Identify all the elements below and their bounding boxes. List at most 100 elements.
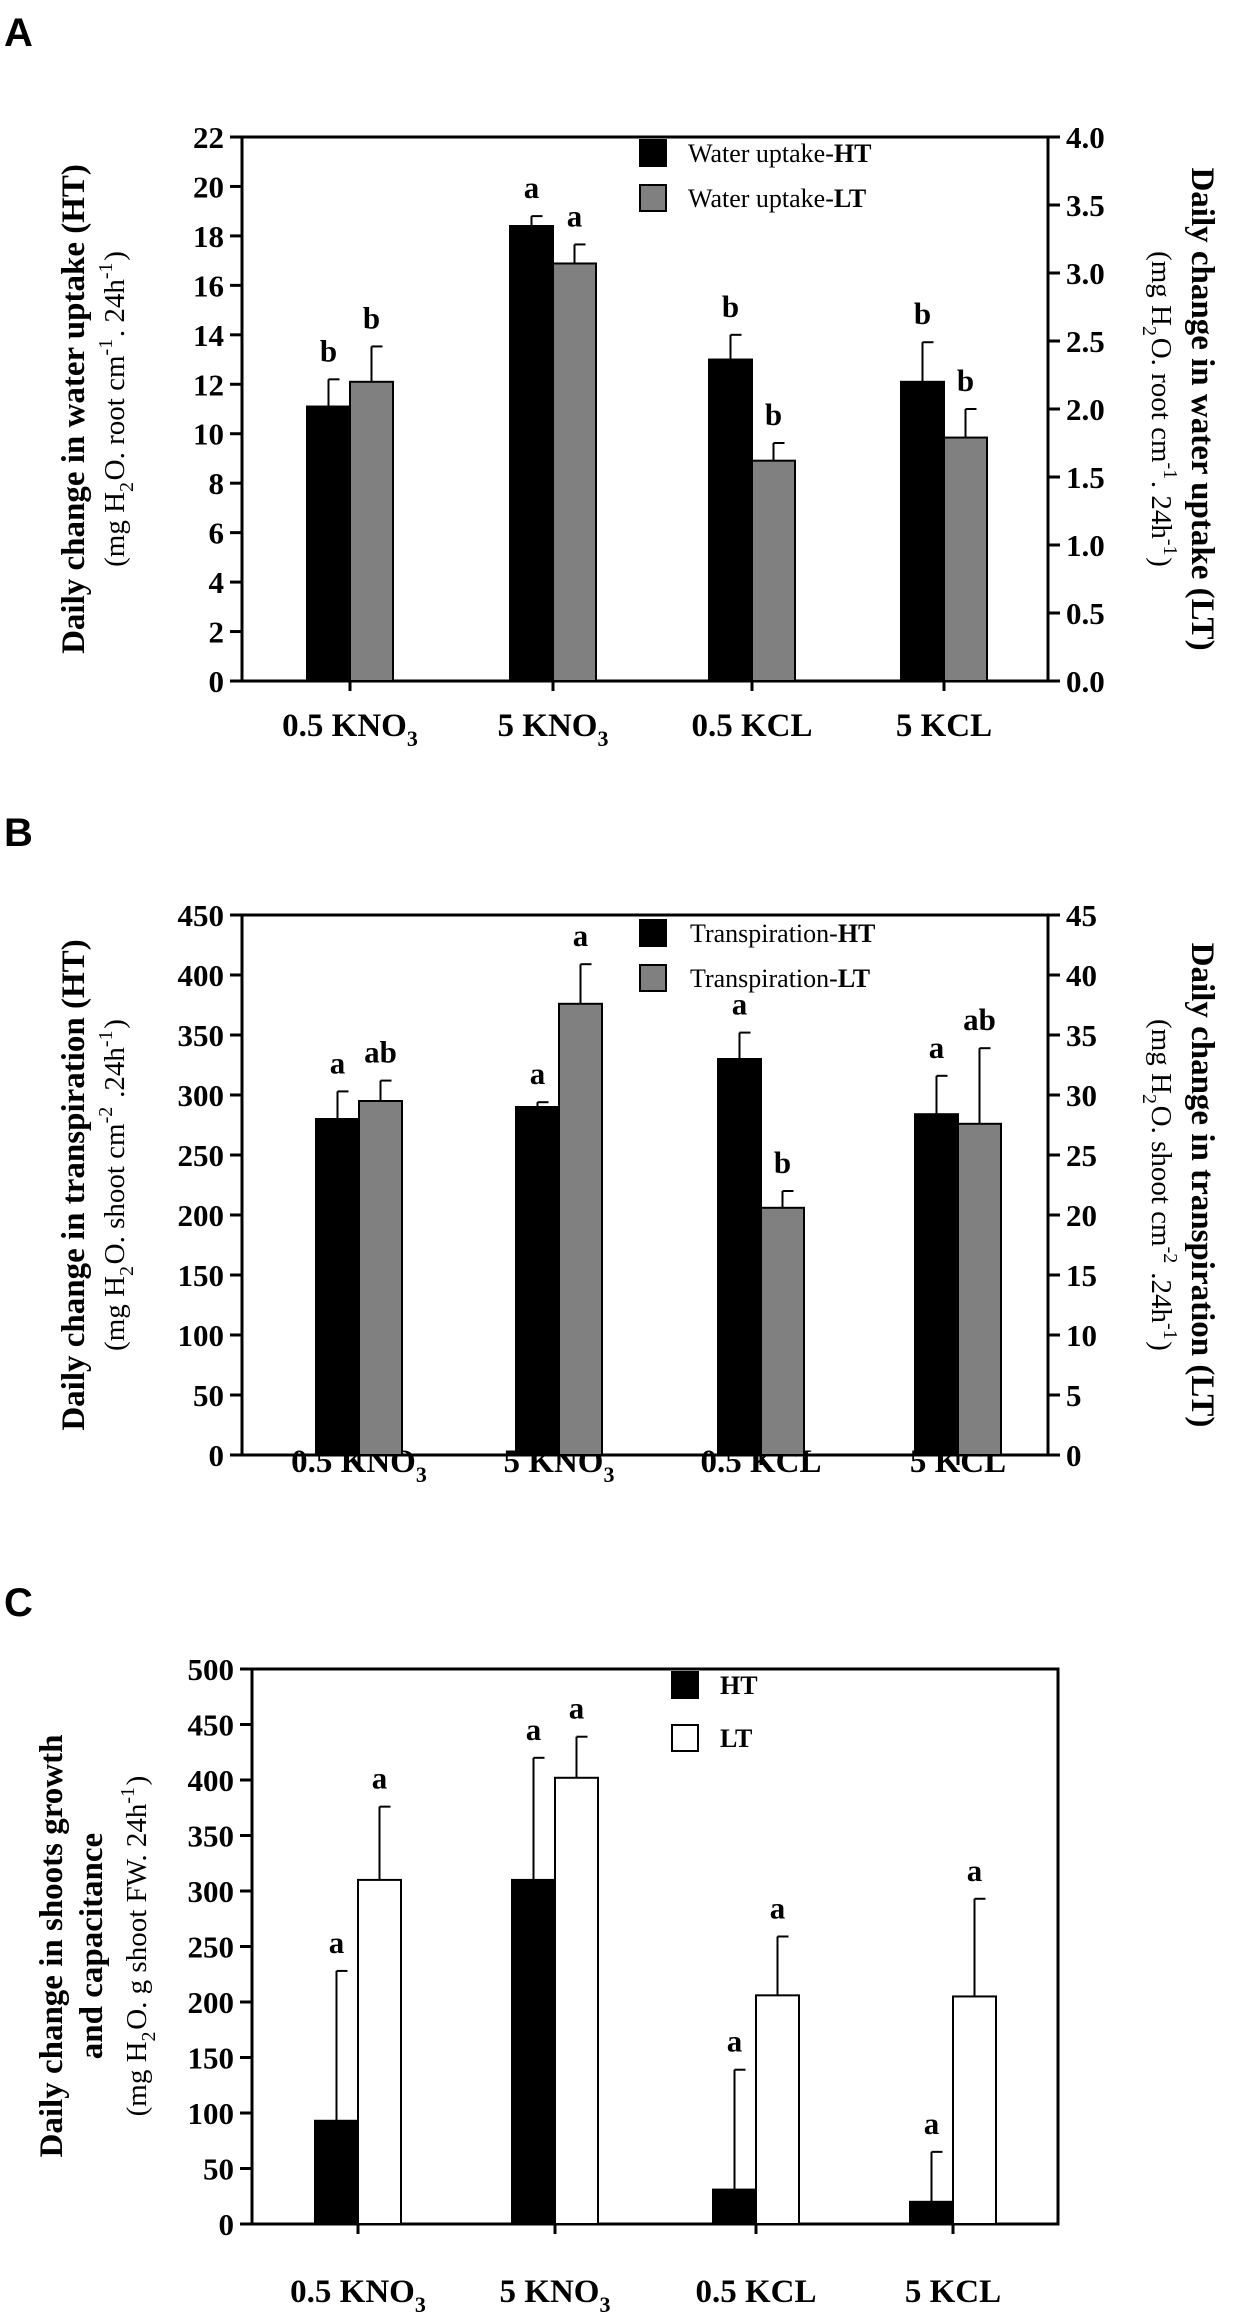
y-left-axis-units: (mg H2 O. root cm-1 . 24h-1 ) [95, 251, 138, 567]
significance-label: b [957, 363, 974, 398]
y-left-units-part: . 24h [99, 279, 131, 338]
y-left-tick-label: 400 [188, 1763, 235, 1798]
bar-lt [957, 1122, 1002, 1457]
y-left-tick-label: 350 [188, 1819, 235, 1854]
y-left-tick-label: 250 [178, 1138, 225, 1173]
y-right-tick-label: 2.5 [1066, 324, 1105, 359]
bar-ht [909, 2200, 954, 2226]
y-left-tick-label: 4 [209, 565, 225, 600]
y-left-tick-label: 400 [178, 958, 225, 993]
y-left-tick-label: 250 [188, 1930, 235, 1965]
significance-label: b [765, 397, 782, 432]
significance-label: b [320, 333, 337, 368]
y-left-units-script: 2 [138, 2031, 160, 2041]
y-right-units-script: 2 [1138, 326, 1160, 336]
y-right-tick-label: 0.5 [1066, 596, 1105, 631]
legend-swatch [639, 964, 667, 992]
legend-swatch [639, 184, 667, 212]
y-right-axis-title: Daily change in transpiration (LT) [1184, 943, 1220, 1428]
significance-label: ab [364, 1035, 397, 1070]
x-tick-label-sub: 3 [597, 726, 608, 751]
y-right-tick-label: 40 [1066, 958, 1097, 993]
y-left-units-part: O. root cm [99, 355, 131, 480]
legend-swatch [671, 1724, 699, 1752]
bar-lt [358, 1100, 403, 1456]
x-tick-label: 0.5 KCL [695, 2274, 816, 2310]
bar-lt [558, 1002, 603, 1456]
y-left-units-script: -1 [95, 339, 117, 356]
y-left-tick-label: 2 [209, 615, 225, 650]
bar-ht [914, 1113, 959, 1456]
bar-ht [306, 405, 351, 682]
y-right-units-script: 2 [1138, 1094, 1160, 1104]
y-left-tick-label: 50 [203, 2152, 234, 2187]
bar-ht [515, 1106, 560, 1456]
y-right-axis-title: Daily change in water uptake (LT) [1184, 167, 1220, 650]
y-right-tick-label: 1.0 [1066, 528, 1105, 563]
bar-lt [552, 262, 597, 682]
y-left-units-part: O. shoot cm [99, 1123, 131, 1264]
significance-label: a [329, 1925, 345, 1960]
y-right-units-part: O. root cm [1145, 338, 1177, 463]
y-right-units-script: -1 [1159, 539, 1181, 556]
y-left-units-part: ) [99, 251, 131, 261]
bar-ht [712, 2188, 757, 2226]
legend-prefix: Transpiration- [690, 964, 838, 993]
legend-prefix: Water uptake- [688, 139, 834, 168]
x-tick-label: 5 KCL [896, 708, 992, 744]
significance-label: a [573, 918, 589, 953]
y-left-axis-title: Daily change in water uptake (HT) [56, 164, 92, 654]
significance-label: a [929, 1030, 945, 1065]
legend-entry: Water uptake-HT [688, 139, 871, 168]
legend-suffix: LT [834, 184, 866, 213]
significance-label: b [722, 289, 739, 324]
y-right-tick-label: 45 [1066, 898, 1097, 933]
y-left-units-script: -1 [117, 1787, 139, 1804]
bar-lt [760, 1206, 805, 1457]
significance-label: a [569, 1691, 585, 1726]
legend-entry: Transpiration-LT [690, 964, 870, 993]
x-tick-label-sub: 3 [599, 2292, 610, 2317]
x-tick-label: 0.5 KNO3 [282, 708, 418, 751]
y-left-tick-label: 50 [193, 1378, 224, 1413]
y-left-units-script: -2 [95, 1107, 117, 1124]
y-right-units-script: -1 [1159, 1323, 1181, 1340]
y-left-tick-label: 200 [188, 1985, 235, 2020]
y-left-tick-label: 6 [209, 516, 225, 551]
bar-lt [349, 380, 394, 682]
y-left-units-part: .24h [99, 1047, 131, 1106]
chart-panel-b: B 0 50 100 150 200 250 300 350 400 450 0 5 10 15 20 25 30… [4, 811, 1220, 1487]
y-right-units-part: . 24h [1145, 481, 1177, 540]
significance-label: a [770, 1891, 786, 1926]
y-left-units-part: O. g shoot FW. 24h [121, 1803, 153, 2030]
bar-lt [755, 1994, 800, 2225]
legend-entry: LT [720, 1724, 752, 1753]
x-tick-label-main: 0.5 KCL [691, 708, 812, 744]
x-tick-label: 5 KNO3 [498, 708, 609, 751]
y-left-tick-label: 0 [219, 2207, 235, 2242]
y-right-tick-label: 15 [1066, 1258, 1097, 1293]
y-right-tick-label: 0 [1066, 1438, 1082, 1473]
y-left-tick-label: 100 [178, 1318, 225, 1353]
significance-label: a [524, 170, 540, 205]
panel-label: B [4, 811, 33, 855]
bar-ht [509, 225, 554, 682]
y-left-units-part: ) [99, 1019, 131, 1029]
y-left-tick-label: 22 [193, 120, 224, 155]
significance-label: a [732, 987, 748, 1022]
x-tick-label-sub: 3 [416, 1462, 427, 1487]
y-right-units-script: -2 [1159, 1247, 1181, 1264]
y-right-tick-label: 30 [1066, 1078, 1097, 1113]
significance-label: b [363, 300, 380, 335]
x-tick-label-main: 5 KNO [500, 2274, 600, 2310]
legend-swatch [639, 919, 667, 947]
significance-label: a [567, 198, 583, 233]
legend-entry: Transpiration-HT [690, 919, 875, 948]
y-left-tick-label: 300 [188, 1874, 235, 1909]
y-left-units-part: (mg H [99, 1276, 131, 1351]
y-left-tick-label: 12 [193, 367, 224, 402]
y-left-axis-title-line2: and capacitance [74, 1833, 110, 2059]
x-tick-label-sub: 3 [407, 726, 418, 751]
y-right-units-part: (mg H [1145, 1019, 1177, 1094]
y-right-tick-label: 10 [1066, 1318, 1097, 1353]
